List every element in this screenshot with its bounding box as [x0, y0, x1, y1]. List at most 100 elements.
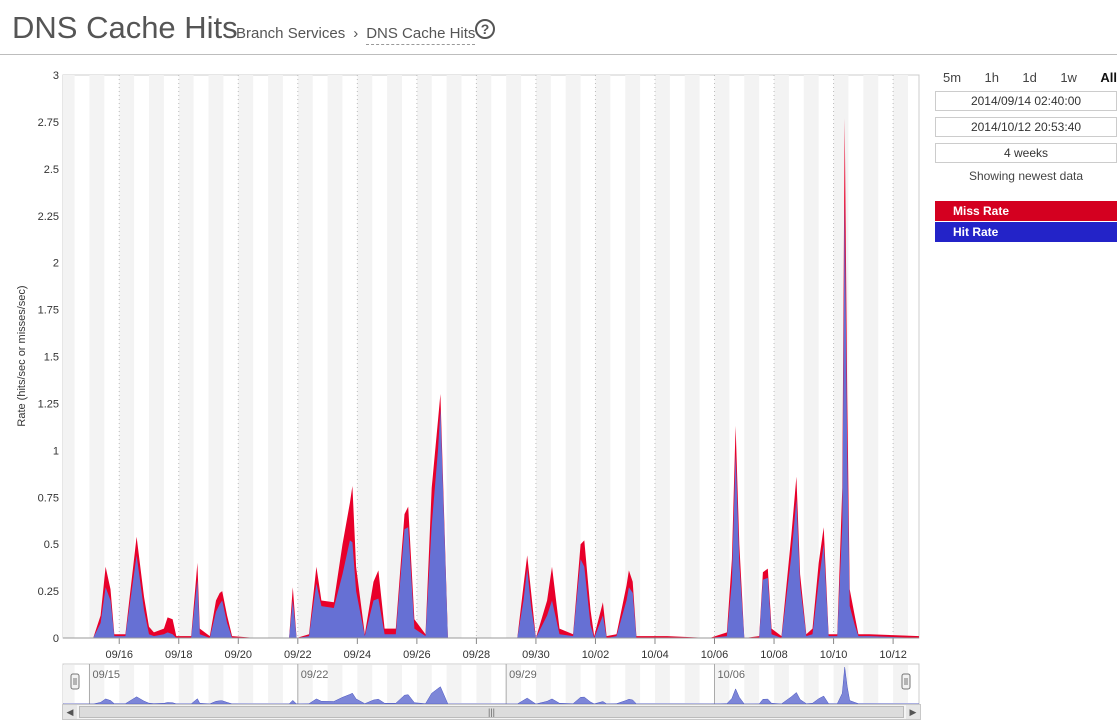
- legend-item-miss-rate[interactable]: Miss Rate: [935, 201, 1117, 221]
- duration-field[interactable]: 4 weeks: [935, 143, 1117, 163]
- navigator-tick-label: 09/29: [509, 669, 537, 681]
- navigator-band: [774, 665, 789, 703]
- navigator-band: [535, 665, 551, 703]
- night-band: [774, 75, 789, 638]
- scrollbar-thumb[interactable]: |||: [79, 706, 904, 718]
- night-band: [476, 75, 492, 638]
- night-band: [803, 75, 819, 638]
- y-tick-label: 1.75: [38, 305, 59, 317]
- night-band: [684, 75, 700, 638]
- scroll-right-icon[interactable]: ▶: [906, 705, 920, 719]
- night-band: [744, 75, 760, 638]
- page-title: DNS Cache Hits: [12, 10, 238, 45]
- navigator-left-handle[interactable]: [70, 673, 80, 690]
- navigator-series: [63, 667, 920, 705]
- navigator-right-handle[interactable]: [901, 673, 911, 690]
- night-band: [238, 75, 254, 638]
- night-band: [297, 75, 313, 638]
- x-tick-label: 10/12: [879, 649, 907, 661]
- night-band: [863, 75, 879, 638]
- y-tick-label: 2: [53, 258, 59, 270]
- x-tick-label: 10/10: [820, 649, 848, 661]
- navigator-band: [476, 665, 492, 703]
- navigator-band: [714, 665, 730, 703]
- night-band: [625, 75, 641, 638]
- navigator-band: [654, 665, 670, 703]
- y-tick-label: 1: [53, 445, 59, 457]
- y-tick-label: 0.25: [38, 586, 59, 598]
- range-1h-button[interactable]: 1h: [984, 70, 999, 85]
- navigator-band: [148, 665, 164, 703]
- navigator-band: [63, 665, 75, 703]
- y-tick-label: 2.25: [38, 211, 59, 223]
- night-band: [63, 75, 75, 638]
- navigator-band: [625, 665, 641, 703]
- x-tick-label: 09/26: [403, 649, 431, 661]
- night-band: [565, 75, 581, 638]
- data-status-text: Showing newest data: [968, 169, 1084, 183]
- x-tick-label: 09/20: [225, 649, 253, 661]
- scroll-left-icon[interactable]: ◀: [63, 705, 77, 719]
- night-band: [416, 75, 432, 638]
- start-time-field[interactable]: 2014/09/14 02:40:00: [935, 91, 1117, 111]
- y-tick-label: 1.5: [44, 352, 59, 364]
- y-tick-label: 2.5: [44, 164, 59, 176]
- range-all-button[interactable]: All: [1100, 70, 1117, 85]
- breadcrumb-separator: ›: [353, 25, 359, 42]
- y-tick-label: 0.5: [44, 539, 59, 551]
- x-tick-label: 09/18: [165, 649, 193, 661]
- help-icon[interactable]: ?: [475, 19, 495, 39]
- night-band: [446, 75, 462, 638]
- breadcrumb-current[interactable]: DNS Cache Hits: [366, 25, 476, 45]
- breadcrumb: Branch Services › DNS Cache Hits: [236, 25, 476, 45]
- navigator-band: [387, 665, 402, 703]
- navigator-band: [506, 665, 522, 703]
- navigator-band: [89, 665, 105, 703]
- x-tick-label: 10/06: [701, 649, 729, 661]
- navigator-band: [863, 665, 879, 703]
- range-selector: 5m 1h 1d 1w All: [935, 70, 1117, 85]
- x-tick-label: 09/30: [522, 649, 550, 661]
- x-tick-label: 10/04: [641, 649, 669, 661]
- y-tick-label: 2.75: [38, 117, 59, 129]
- x-tick-label: 10/02: [582, 649, 610, 661]
- navigator-band: [208, 665, 224, 703]
- navigator-tick-label: 09/22: [301, 669, 329, 681]
- night-band: [535, 75, 551, 638]
- time-series-chart[interactable]: 0 0.25 0.5 0.75 1 1.25 1.5 1.75 2 2.25 2.5 2.75 3 09/…: [0, 60, 920, 725]
- night-band: [387, 75, 402, 638]
- night-band: [327, 75, 343, 638]
- navigator-band: [744, 665, 760, 703]
- navigator-band: [357, 665, 373, 703]
- night-band: [714, 75, 730, 638]
- navigator-band: [297, 665, 313, 703]
- y-tick-label: 3: [53, 70, 59, 82]
- y-tick-label: 1.25: [38, 398, 59, 410]
- x-tick-label: 10/08: [760, 649, 788, 661]
- night-band: [268, 75, 283, 638]
- y-tick-label: 0: [53, 633, 59, 645]
- navigator-band: [327, 665, 343, 703]
- x-tick-label: 09/24: [344, 649, 372, 661]
- legend-item-hit-rate[interactable]: Hit Rate: [935, 222, 1117, 242]
- navigator-tick-label: 09/15: [92, 669, 120, 681]
- breadcrumb-parent-link[interactable]: Branch Services: [236, 25, 346, 42]
- range-1w-button[interactable]: 1w: [1060, 70, 1077, 85]
- night-band: [148, 75, 164, 638]
- night-band: [89, 75, 105, 638]
- range-1d-button[interactable]: 1d: [1022, 70, 1037, 85]
- range-5m-button[interactable]: 5m: [943, 70, 962, 85]
- navigator-band: [684, 665, 700, 703]
- navigator-band: [268, 665, 283, 703]
- page-header: DNS Cache Hits Branch Services › DNS Cache…: [0, 0, 1117, 55]
- control-panel: 5m 1h 1d 1w All 2014/09/14 02:40:00 2014…: [935, 70, 1117, 243]
- navigator-tick-label: 10/06: [718, 669, 746, 681]
- night-band: [654, 75, 670, 638]
- navigator-band: [803, 665, 819, 703]
- end-time-field[interactable]: 2014/10/12 20:53:40: [935, 117, 1117, 137]
- navigator-scrollbar[interactable]: ◀ ||| ▶: [62, 704, 921, 720]
- night-band: [506, 75, 522, 638]
- navigator-band: [119, 665, 135, 703]
- night-band: [178, 75, 194, 638]
- night-band: [357, 75, 373, 638]
